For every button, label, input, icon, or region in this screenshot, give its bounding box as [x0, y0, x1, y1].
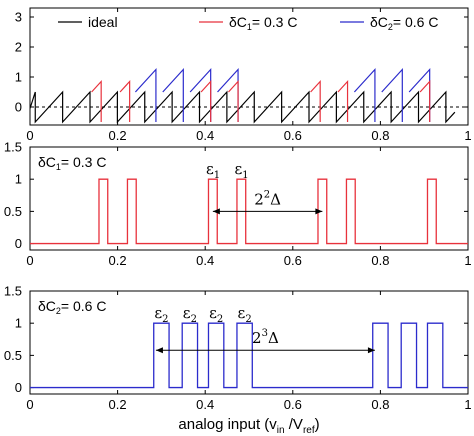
- x-tick-label: 0.6: [284, 253, 302, 268]
- dc1-excursion: [419, 79, 431, 122]
- panel-error-dc2: 0 0.2 0.4 0.6 0.8 1 0 0.5 1 1.5 δC2= 0.6 C ε2 ε2 ε2…: [4, 284, 472, 413]
- ideal-sawtooth-line: [29, 90, 456, 124]
- legend-label-dc2: δC2= 0.6 C: [370, 14, 438, 32]
- span-label: 22Δ: [254, 189, 281, 208]
- y-tick-label: 1.5: [4, 140, 22, 155]
- x-tick-label: 0.8: [371, 128, 389, 143]
- x-tick-label: 1: [464, 397, 471, 412]
- x-tick-label: 0.4: [196, 397, 214, 412]
- x-tick-label: 0.2: [109, 128, 127, 143]
- x-tick-label: 0.6: [284, 397, 302, 412]
- x-tick-label: 0: [26, 397, 33, 412]
- panel-error-dc1-frame: [29, 146, 469, 251]
- arrow-head-right: [315, 208, 323, 215]
- span-label: 23Δ: [252, 328, 279, 347]
- y-tick-label: 0: [15, 100, 22, 115]
- dc1-excursion: [91, 79, 102, 122]
- x-tick-label: 0: [26, 253, 33, 268]
- dc2-excursion: [381, 67, 403, 122]
- x-tick-label: 0: [26, 128, 33, 143]
- legend: ideal δC1= 0.3 C δC2= 0.6 C: [58, 14, 438, 32]
- panel-residue-frame: [29, 7, 469, 126]
- x-tick-label: 0.2: [109, 253, 127, 268]
- dc2-excursion: [162, 67, 184, 122]
- dc1-excursion: [310, 79, 321, 122]
- panel-error-dc1-series: [30, 178, 468, 245]
- epsilon-label: ε2: [183, 304, 197, 325]
- y-tick-label: 0.5: [4, 204, 22, 219]
- arrow-head-left: [155, 347, 163, 354]
- dc2-excursion: [189, 67, 212, 122]
- panel-residue-series: [29, 67, 456, 124]
- x-tick-label: 0.8: [371, 253, 389, 268]
- panel-error-dc2-frame: [29, 290, 469, 395]
- panel-error-dc2-ticks: 0 0.2 0.4 0.6 0.8 1 0 0.5 1 1.5: [4, 284, 472, 413]
- arrow-head-left: [212, 208, 220, 215]
- panel-error-dc2-series: [30, 322, 468, 389]
- dc1-error-trace: [30, 178, 468, 245]
- dc1-excursion: [228, 79, 239, 122]
- epsilon-label: ε2: [238, 304, 252, 325]
- panel-error-dc1: 0 0.2 0.4 0.6 0.8 1 0 0.5 1 1.5 δC1= 0.3 C ε1 ε1 22…: [4, 140, 472, 269]
- dc1-excursion: [337, 79, 349, 122]
- dc2-excursion: [408, 67, 431, 122]
- dc2-excursion: [134, 67, 157, 122]
- x-axis-label: analog input (vin /Vref): [178, 416, 319, 436]
- x-tick-label: 0.4: [196, 253, 214, 268]
- panel-error-dc1-ticks: 0 0.2 0.4 0.6 0.8 1 0 0.5 1 1.5: [4, 140, 472, 269]
- panel-residue: 0 0.2 0.4 0.6 0.8 1 0 1 2 3 ideal δC1= 0.3 C δC2=…: [15, 7, 472, 143]
- x-tick-label: 1: [464, 128, 471, 143]
- dc1-excursion: [200, 79, 212, 122]
- x-tick-label: 1: [464, 253, 471, 268]
- arrow-head-right: [367, 347, 375, 354]
- panel-error-dc1-annotations: ε1 ε1 22Δ: [206, 160, 323, 215]
- y-tick-label: 2: [15, 40, 22, 55]
- dc2-excursion: [353, 67, 376, 122]
- legend-label-ideal: ideal: [88, 14, 118, 30]
- dc2-error-trace: [30, 322, 468, 389]
- x-tick-label: 0.4: [196, 128, 214, 143]
- y-tick-label: 3: [15, 10, 22, 25]
- y-tick-label: 0.5: [4, 348, 22, 363]
- panel-error-dc1-label: δC1= 0.3 C: [38, 154, 106, 172]
- dc2-excursion: [217, 67, 239, 122]
- y-tick-label: 1.5: [4, 284, 22, 299]
- epsilon-label: ε1: [234, 160, 248, 181]
- x-tick-label: 0.8: [371, 397, 389, 412]
- y-tick-label: 0: [15, 236, 22, 251]
- y-tick-label: 1: [15, 70, 22, 85]
- x-tick-label: 0.2: [109, 397, 127, 412]
- y-tick-label: 0: [15, 380, 22, 395]
- panel-error-dc2-label: δC2= 0.6 C: [38, 298, 106, 316]
- panel-residue-ticks: 0 0.2 0.4 0.6 0.8 1 0 1 2 3: [15, 8, 472, 143]
- epsilon-label: ε1: [206, 160, 220, 181]
- y-tick-label: 1: [15, 316, 22, 331]
- x-tick-label: 0.6: [284, 128, 302, 143]
- legend-label-dc1: δC1= 0.3 C: [229, 14, 297, 32]
- y-tick-label: 1: [15, 172, 22, 187]
- dc1-excursion: [119, 79, 131, 122]
- epsilon-label: ε2: [209, 304, 223, 325]
- epsilon-label: ε2: [154, 304, 168, 325]
